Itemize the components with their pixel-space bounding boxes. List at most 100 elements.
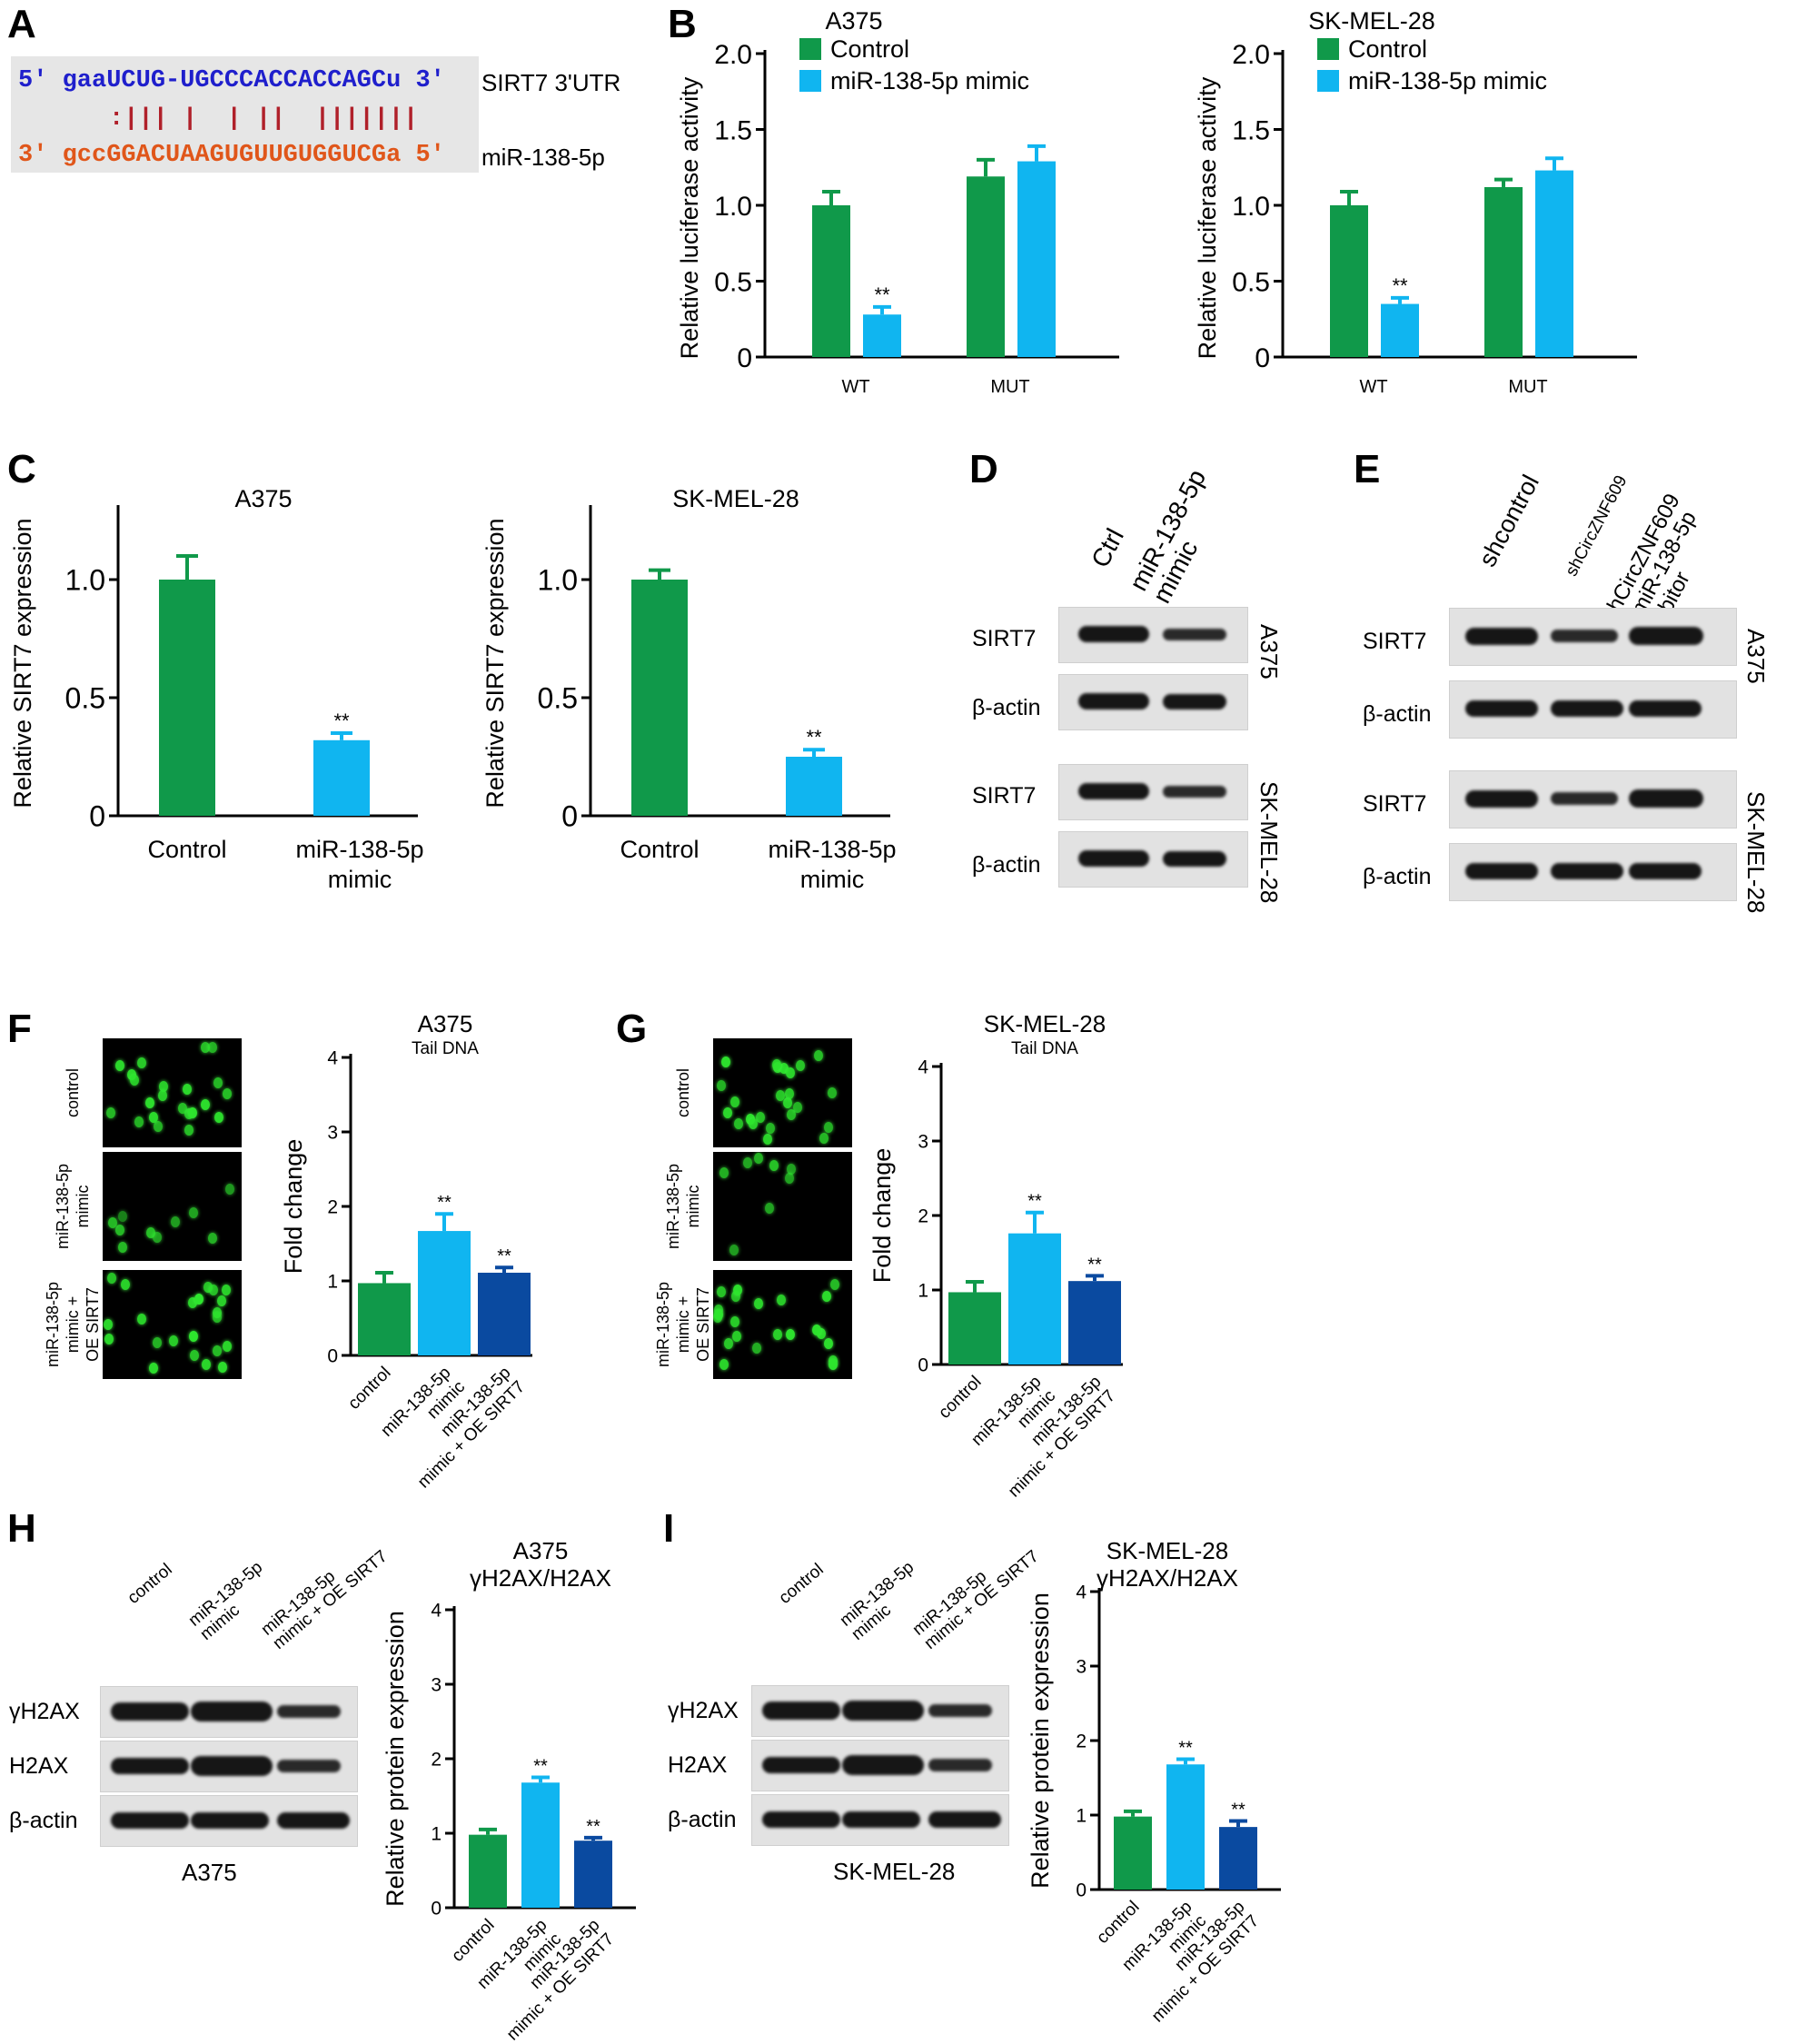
comet-g-control-cell-12 bbox=[717, 1080, 726, 1091]
B1-bar-0-1 bbox=[863, 314, 901, 357]
H-bar-1 bbox=[521, 1782, 560, 1908]
F-ytick-label-1: 1 bbox=[327, 1272, 338, 1293]
B2-bar-1-0 bbox=[1484, 186, 1523, 357]
C1-ylabel: Relative SIRT7 expression bbox=[9, 518, 36, 808]
blot-d-lane-label-1: miR-138-5p mimic bbox=[1124, 464, 1212, 609]
C1-xtick-label-0: Control bbox=[147, 836, 226, 863]
comet-f-control-cell-8 bbox=[158, 1090, 167, 1101]
comet-g-control-cell-1 bbox=[783, 1097, 792, 1108]
blot-d-cell-label-1: SK-MEL-28 bbox=[1255, 781, 1283, 904]
F-signif-1: ** bbox=[437, 1193, 451, 1213]
B2-bar-1-1 bbox=[1535, 170, 1573, 357]
C1-bar-0 bbox=[159, 580, 215, 816]
blot-e-sirt7-1-band-1 bbox=[1551, 792, 1618, 805]
comet-g-control bbox=[713, 1038, 852, 1147]
comet-f-control-cell-5 bbox=[159, 1081, 168, 1092]
blot-e-sirt7-0-band-1 bbox=[1551, 630, 1618, 642]
comet-f-mimic-cell-9 bbox=[108, 1217, 117, 1228]
mir-138-label: miR-138-5p bbox=[481, 144, 605, 171]
comet-g-control-cell-13 bbox=[824, 1122, 833, 1133]
I-ytick-label-4: 4 bbox=[1076, 1583, 1087, 1603]
blot-h-lane-label-0: control bbox=[124, 1560, 176, 1608]
comet-g-mimic-oe-cell-12 bbox=[719, 1359, 729, 1370]
B1-ytick-label-1: 0.5 bbox=[714, 267, 752, 297]
comet-g-control-cell-21 bbox=[786, 1067, 795, 1078]
comet-f-control-cell-3 bbox=[145, 1097, 154, 1108]
C1-xtick-label-1: miR-138-5p mimic bbox=[295, 836, 423, 893]
comet-f-control-cell-19 bbox=[213, 1077, 223, 1088]
F-ytick-label-2: 2 bbox=[327, 1197, 338, 1218]
comet-g-mimic-oe-cell-1 bbox=[731, 1291, 740, 1302]
blot-e-sirt7-1-band-2 bbox=[1629, 789, 1703, 808]
B1-ytick-label-3: 1.5 bbox=[714, 115, 752, 145]
blot-e-actin-0-band-1 bbox=[1551, 700, 1623, 717]
comet-f-control-cell-12 bbox=[201, 1099, 210, 1110]
I-title: SK-MEL-28 γH2AX/H2AX bbox=[1096, 1537, 1238, 1592]
blot-e-row-label-actin-0: β-actin bbox=[1363, 701, 1432, 727]
blot-i-row-2-band-0 bbox=[762, 1811, 840, 1828]
comet-g-mimic-oe-cell-11 bbox=[752, 1343, 761, 1354]
comet-f-mimic-oe-cell-5 bbox=[149, 1363, 158, 1374]
B1-ylabel: Relative luciferase activity bbox=[676, 76, 703, 359]
blot-d-cell-label-0: A375 bbox=[1255, 624, 1283, 680]
comet-f-mimic-cell-5 bbox=[115, 1225, 124, 1235]
C2-ytick-label-2: 1.0 bbox=[538, 564, 578, 597]
comet-g-control-cell-14 bbox=[779, 1063, 789, 1074]
B1-ytick-label-0: 0 bbox=[737, 343, 752, 373]
comet-g-mimic-cell-1 bbox=[729, 1245, 739, 1255]
comet-f-control-cell-21 bbox=[106, 1107, 115, 1118]
blot-e-actin-0-band-0 bbox=[1465, 700, 1538, 717]
comet-f-control-cell-7 bbox=[201, 1042, 210, 1053]
blot-h-row-label-2: β-actin bbox=[9, 1808, 78, 1833]
panel-letter-d: D bbox=[969, 447, 998, 491]
B1-title: A375 bbox=[825, 7, 882, 35]
B1-ytick-label-2: 1.0 bbox=[714, 192, 752, 222]
comet-g-mimic-oe-cell-9 bbox=[733, 1285, 742, 1295]
B1-xtick-label-1: MUT bbox=[990, 377, 1029, 397]
blot-i-row-0-band-1 bbox=[842, 1700, 924, 1721]
H-ytick-label-0: 0 bbox=[431, 1899, 442, 1920]
blot-e-cell-label-1: SK-MEL-28 bbox=[1742, 791, 1770, 914]
comet-g-control-cell-9 bbox=[730, 1096, 739, 1107]
I-ytick-label-2: 2 bbox=[1076, 1731, 1087, 1752]
blot-i-row-1-band-0 bbox=[762, 1756, 840, 1773]
comet-g-mimic-cell-3 bbox=[787, 1164, 796, 1175]
blot-d-actin-0-band-1 bbox=[1163, 693, 1226, 709]
sequence-alignment-box bbox=[11, 56, 479, 173]
comet-f-mimic-cell-2 bbox=[171, 1216, 180, 1227]
blot-d-sirt7-1-band-0 bbox=[1078, 783, 1149, 799]
comet-f-control-cell-10 bbox=[208, 1042, 217, 1053]
blot-e-actin-1-band-2 bbox=[1629, 863, 1702, 879]
H-ytick-label-4: 4 bbox=[431, 1601, 442, 1622]
blot-i-row-label-0: γH2AX bbox=[668, 1698, 739, 1723]
I-bar-2 bbox=[1219, 1827, 1257, 1890]
B2-bar-0-1 bbox=[1381, 303, 1419, 357]
blot-e-actin-1-band-0 bbox=[1465, 863, 1538, 879]
comet-g-mimic-cell-6 bbox=[785, 1173, 794, 1184]
F-bar-2 bbox=[478, 1272, 531, 1355]
comet-f-row-label-0: control bbox=[64, 1067, 82, 1118]
blot-d-actin-0-band-0 bbox=[1078, 693, 1149, 709]
comet-f-control-cell-6 bbox=[134, 1116, 144, 1127]
comet-f-control-cell-11 bbox=[154, 1121, 163, 1132]
blot-i-lane-label-0: control bbox=[775, 1560, 828, 1608]
comet-g-mimic-oe-cell-19 bbox=[773, 1329, 782, 1340]
G-bar-2 bbox=[1068, 1281, 1121, 1364]
blot-h-row-0-band-1 bbox=[191, 1701, 273, 1722]
panel-letter-g: G bbox=[616, 1007, 648, 1051]
C1-ytick-label-1: 0.5 bbox=[65, 682, 105, 715]
comet-f-control-cell-4 bbox=[223, 1088, 232, 1099]
C2-bar-0 bbox=[631, 580, 688, 816]
H-ytick-label-2: 2 bbox=[431, 1750, 442, 1771]
comet-f-mimic-oe-cell-1 bbox=[190, 1350, 199, 1361]
G-bar-1 bbox=[1008, 1233, 1061, 1364]
chart-b-skmel28: 0 0.5 1.0 1.5 2.0 SK-MEL-28 Relative luciferas… bbox=[1194, 7, 1637, 397]
B2-ytick-label-1: 0.5 bbox=[1232, 267, 1270, 297]
blot-d-row-label-sirt7-0: SIRT7 bbox=[972, 626, 1037, 651]
chart-i-skmel28: 0 1 2 3 4 SK-MEL-28 γH2AX/H2AX Relative protein… bbox=[1027, 1537, 1281, 2026]
H-signif-1: ** bbox=[533, 1757, 548, 1777]
F-bar-1 bbox=[418, 1231, 471, 1355]
chart-h-a375: 0 1 2 3 4 A375 γH2AX/H2AX Relative protein expr… bbox=[382, 1537, 636, 2044]
comet-g-row-label-2: miR-138-5p mimic + OE SIRT7 bbox=[654, 1281, 712, 1368]
blot-d-row-label-actin-1: β-actin bbox=[972, 852, 1041, 878]
